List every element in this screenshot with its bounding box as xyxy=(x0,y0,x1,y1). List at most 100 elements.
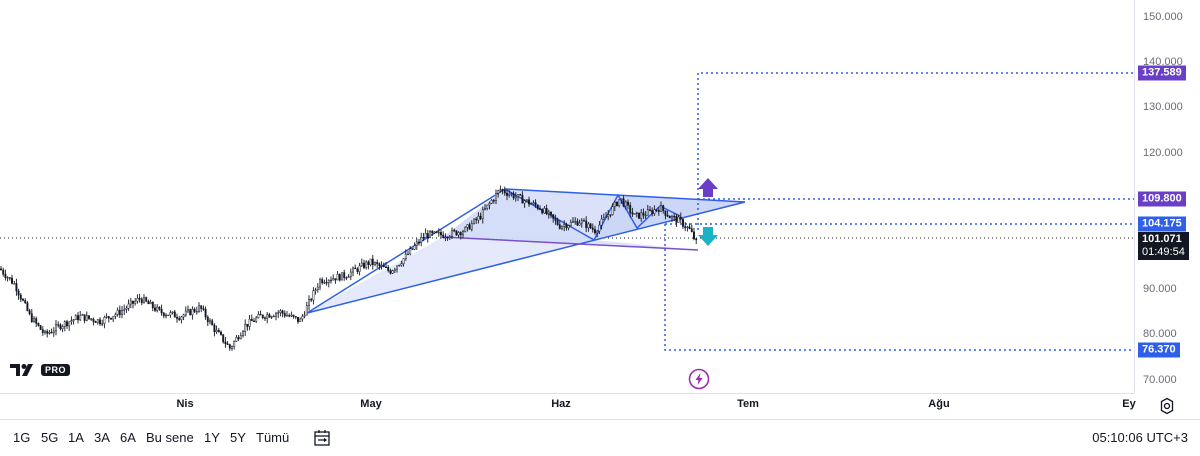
candle-body xyxy=(193,308,196,312)
candle-body xyxy=(19,294,22,300)
candle-body xyxy=(195,311,198,313)
candle-body xyxy=(11,277,13,284)
candle-body xyxy=(633,213,636,215)
candle-body xyxy=(684,226,687,228)
candle-body xyxy=(129,300,132,305)
candle-body xyxy=(618,199,621,206)
candle-body xyxy=(154,307,156,311)
candle-body xyxy=(653,209,656,214)
range-button-6a[interactable]: 6A xyxy=(120,430,136,445)
candle-body xyxy=(477,215,480,221)
candle-body xyxy=(532,202,535,204)
candle-body xyxy=(508,194,511,196)
candle-body xyxy=(182,314,185,318)
candle-body xyxy=(510,193,513,195)
candle-body xyxy=(259,313,262,316)
candle-body xyxy=(206,316,209,323)
price-axis[interactable]: 150.000 140.000 130.000 120.000 90.000 8… xyxy=(1134,0,1200,393)
candle-body xyxy=(334,278,337,281)
candle-body xyxy=(631,212,634,215)
range-button-ytd[interactable]: Bu sene xyxy=(146,430,194,445)
candle-body xyxy=(37,322,40,326)
candle-body xyxy=(435,231,438,233)
candle-body xyxy=(235,337,238,342)
candle-body xyxy=(189,309,192,316)
candle-body xyxy=(576,221,579,226)
lightning-icon[interactable] xyxy=(688,368,710,390)
candle-body xyxy=(486,204,489,209)
range-button-1g[interactable]: 1G xyxy=(13,430,31,445)
pattern-line-zigzag xyxy=(593,193,681,241)
range-button-all[interactable]: Tümü xyxy=(256,430,290,445)
candle-body xyxy=(446,237,449,239)
candle-body xyxy=(61,326,64,330)
candle-body xyxy=(68,321,71,327)
candle-body xyxy=(198,305,200,312)
candle-body xyxy=(52,330,55,333)
candle-body xyxy=(250,318,253,322)
candle-body xyxy=(481,209,484,220)
candle-body xyxy=(591,227,594,230)
candle-body xyxy=(534,202,537,206)
candle-body xyxy=(616,201,618,206)
candle-body xyxy=(4,273,7,278)
candle-body xyxy=(70,320,73,323)
candle-body xyxy=(466,224,469,228)
candle-body xyxy=(600,218,603,226)
target-down-tag: 76.370 xyxy=(1138,342,1180,358)
chart-area[interactable]: PRO xyxy=(0,0,1134,393)
price-chart[interactable] xyxy=(0,0,1134,393)
candle-body xyxy=(134,300,137,304)
candle-body xyxy=(503,189,506,194)
candle-body xyxy=(688,226,691,229)
candle-body xyxy=(682,219,684,227)
candle-body xyxy=(160,308,163,314)
current-price-value: 101.071 xyxy=(1142,233,1182,245)
candle-body xyxy=(358,265,361,272)
candle-body xyxy=(561,226,563,229)
candle-body xyxy=(385,266,387,268)
triangle-fill-3 xyxy=(443,189,698,250)
candle-body xyxy=(629,204,632,213)
range-button-1a[interactable]: 1A xyxy=(68,430,84,445)
range-button-5y[interactable]: 5Y xyxy=(230,430,246,445)
range-button-1y[interactable]: 1Y xyxy=(204,430,220,445)
candle-body xyxy=(448,236,451,239)
candle-body xyxy=(246,323,249,327)
clock-timezone[interactable]: 05:10:06 UTC+3 xyxy=(1092,430,1188,445)
candle-body xyxy=(268,314,271,318)
candle-body xyxy=(217,329,220,333)
price-tick: 150.000 xyxy=(1143,11,1183,23)
candle-body xyxy=(26,302,29,311)
calendar-range-icon[interactable] xyxy=(312,428,332,448)
candle-body xyxy=(231,346,233,349)
candle-body xyxy=(369,258,372,265)
candle-body xyxy=(338,274,341,281)
candle-body xyxy=(336,274,339,281)
range-button-5g[interactable]: 5G xyxy=(41,430,59,445)
bottom-toolbar: 1G 5G 1A 3A 6A Bu sene 1Y 5Y Tümü 05:10:… xyxy=(0,419,1200,456)
candle-body xyxy=(30,313,33,322)
candle-body xyxy=(627,201,629,206)
candle-body xyxy=(490,200,493,204)
candle-body xyxy=(299,318,302,322)
candle-body xyxy=(222,334,225,343)
candle-body xyxy=(347,276,350,278)
time-axis[interactable]: Nis May Haz Tem Ağu Ey xyxy=(0,393,1136,415)
candle-body xyxy=(673,216,676,218)
range-button-3a[interactable]: 3A xyxy=(94,430,110,445)
candle-body xyxy=(147,301,150,305)
candle-body xyxy=(360,262,363,267)
candle-body xyxy=(523,200,526,204)
candle-body xyxy=(33,318,35,322)
candle-body xyxy=(312,290,315,301)
support-level-tag: 104.175 xyxy=(1138,216,1186,232)
price-tick: 140.000 xyxy=(1143,56,1183,68)
candle-body xyxy=(402,258,405,264)
candle-body xyxy=(554,218,557,221)
gear-icon[interactable] xyxy=(1158,397,1176,415)
candle-body xyxy=(468,224,471,230)
time-label: Tem xyxy=(737,398,759,410)
candle-body xyxy=(72,319,75,321)
candle-body xyxy=(464,227,467,233)
